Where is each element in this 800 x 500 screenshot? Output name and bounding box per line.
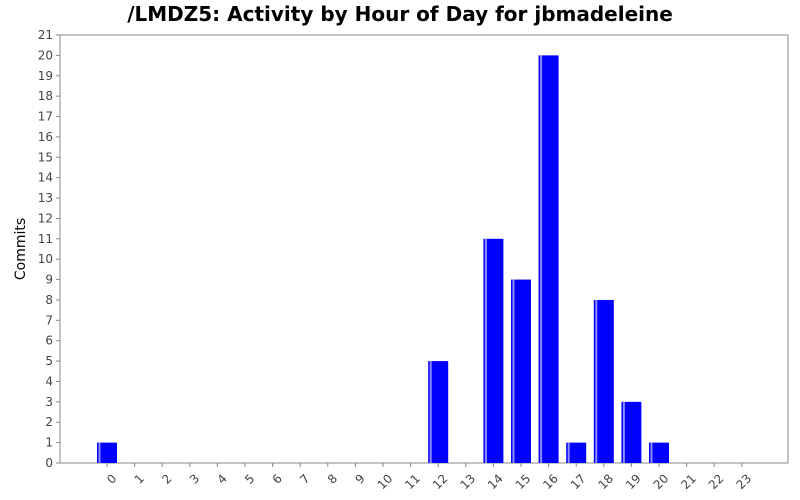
- x-tick-label: 22: [706, 471, 727, 492]
- bar-highlight: [650, 442, 653, 463]
- bar-hour-18: [593, 299, 614, 463]
- x-tick-label: 21: [678, 471, 699, 492]
- bar-hour-17: [566, 442, 587, 463]
- y-tick-label: 12: [38, 211, 53, 225]
- y-tick-label: 2: [45, 415, 53, 429]
- y-tick-label: 4: [45, 374, 53, 388]
- bar-highlight: [567, 442, 570, 463]
- x-tick-label: 14: [485, 471, 506, 492]
- x-tick-label: 2: [159, 471, 174, 486]
- y-tick-label: 18: [38, 89, 53, 103]
- plot-area: [59, 34, 789, 464]
- bar-hour-20: [649, 442, 669, 463]
- bar-highlight: [512, 279, 515, 463]
- x-tick-label: 7: [297, 471, 312, 486]
- x-tick-label: 16: [540, 471, 561, 492]
- bar-highlight: [429, 361, 432, 463]
- bar-highlight: [484, 238, 487, 463]
- x-tick-label: 23: [733, 471, 754, 492]
- y-tick-label: 21: [38, 28, 53, 42]
- x-tick-label: 10: [375, 471, 396, 492]
- x-tick-label: 5: [242, 471, 257, 486]
- x-tick-label: 1: [132, 471, 147, 486]
- x-tick-label: 3: [187, 471, 202, 486]
- y-tick-label: 1: [45, 436, 53, 450]
- y-tick-label: 8: [45, 293, 53, 307]
- bar-hour-16: [538, 55, 559, 463]
- y-tick-label: 11: [38, 232, 53, 246]
- y-tick-label: 10: [38, 252, 53, 266]
- x-tick-label: 13: [457, 471, 478, 492]
- bar-hour-19: [621, 401, 642, 463]
- y-tick-label: 14: [38, 171, 53, 185]
- bar-highlight: [540, 55, 543, 463]
- y-tick-label: 19: [38, 69, 53, 83]
- x-tick-label: 15: [513, 471, 534, 492]
- y-tick-label: 17: [38, 110, 53, 124]
- x-tick-label: 12: [430, 471, 451, 492]
- y-tick-label: 15: [38, 150, 53, 164]
- y-tick-label: 0: [45, 456, 53, 470]
- x-tick-label: 11: [402, 471, 423, 492]
- y-tick-label: 20: [38, 48, 53, 62]
- bar-hour-12: [428, 361, 449, 463]
- x-tick-label: 18: [595, 471, 616, 492]
- bar-highlight: [98, 442, 101, 463]
- y-tick-label: 16: [38, 130, 53, 144]
- y-tick-label: 9: [45, 273, 53, 287]
- x-tick-label: 19: [623, 471, 644, 492]
- y-tick-label: 6: [45, 334, 53, 348]
- chart-title: /LMDZ5: Activity by Hour of Day for jbma…: [127, 2, 673, 26]
- y-tick-label: 7: [45, 313, 53, 327]
- x-tick-label: 9: [352, 471, 367, 486]
- x-tick-label: 0: [104, 471, 119, 486]
- bar-hour-0: [97, 442, 117, 463]
- y-axis-label: Commits: [13, 218, 29, 280]
- bar-highlight: [622, 401, 625, 463]
- bar-hour-15: [511, 279, 531, 463]
- y-tick-label: 13: [38, 191, 53, 205]
- x-tick-label: 8: [325, 471, 340, 486]
- y-tick-label: 5: [45, 354, 53, 368]
- y-tick-label: 3: [45, 395, 53, 409]
- bar-hour-14: [483, 238, 504, 463]
- bar-highlight: [595, 299, 598, 463]
- x-tick-label: 4: [214, 471, 229, 486]
- x-tick-label: 17: [568, 471, 589, 492]
- x-tick-label: 6: [270, 471, 285, 486]
- x-tick-label: 20: [651, 471, 672, 492]
